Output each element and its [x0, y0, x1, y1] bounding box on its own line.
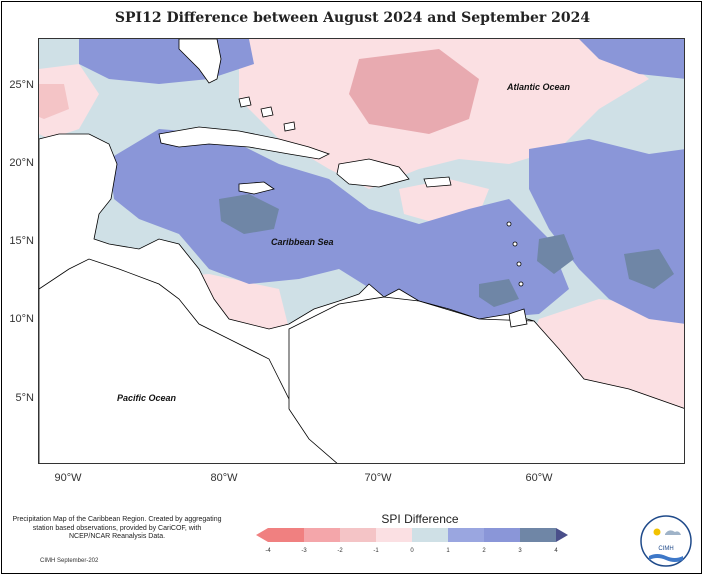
lat-label-20: 20°N	[9, 157, 34, 169]
positive-core-east2	[624, 249, 674, 289]
cuba-land	[158, 126, 331, 160]
positive-core-east	[537, 234, 574, 274]
jamaica-land	[238, 181, 275, 195]
lat-label-25: 25°N	[9, 79, 34, 91]
footnote: Precipitation Map of the Caribbean Regio…	[12, 516, 222, 540]
legend-swatch	[304, 528, 340, 542]
legend-tick-label: 1	[446, 548, 450, 554]
positive-zone-northeast	[579, 39, 684, 79]
legend-swatch	[520, 528, 556, 542]
caribbean-label: Caribbean Sea	[271, 237, 334, 247]
trinidad-land	[508, 308, 528, 328]
legend-arrow-right	[556, 528, 568, 542]
legend-tick-label: 4	[554, 548, 558, 554]
legend-tick-label: -2	[337, 548, 343, 554]
lon-label-90: 90°W	[54, 472, 82, 484]
puerto-rico-land	[423, 176, 452, 188]
antilles-island-4	[518, 281, 524, 287]
lat-label-5: 5°N	[15, 392, 34, 404]
legend-swatch	[412, 528, 448, 542]
negative-zone-gulf	[39, 64, 99, 139]
map-panel[interactable]: Atlantic Ocean Caribbean Sea Pacific Oce…	[38, 38, 685, 464]
legend-swatch	[484, 528, 520, 542]
legend-tick-label: 3	[518, 548, 522, 554]
negative-core-gulf	[39, 84, 69, 119]
bahamas-land	[238, 96, 296, 132]
antilles-island-1	[506, 221, 512, 227]
logo-ring	[640, 515, 692, 567]
map-svg: Atlantic Ocean Caribbean Sea Pacific Oce…	[39, 39, 684, 463]
legend-swatch	[448, 528, 484, 542]
hispaniola-land	[336, 158, 410, 188]
positive-zone-caribbean	[109, 129, 569, 319]
atlantic-label: Atlantic Ocean	[506, 82, 571, 92]
legend-title: SPI Difference	[381, 512, 459, 526]
south-america-land	[288, 296, 684, 463]
land-masses	[39, 39, 684, 463]
legend-swatch	[376, 528, 412, 542]
negative-core-atlantic	[349, 49, 479, 134]
sun-icon	[653, 528, 661, 536]
legend-arrow-left	[256, 528, 268, 542]
florida-land	[178, 39, 222, 84]
legend-tick-label: -3	[301, 548, 307, 554]
legend-swatch	[268, 528, 304, 542]
lon-label-80: 80°W	[210, 472, 238, 484]
cloud-icon	[665, 530, 681, 535]
cimh-logo: CIMH	[640, 515, 692, 567]
antilles-island-2	[512, 241, 518, 247]
legend-colorbar	[256, 528, 568, 542]
lon-label-60: 60°W	[525, 472, 553, 484]
lat-label-15: 15°N	[9, 235, 34, 247]
legend-tick-label: 2	[482, 548, 486, 554]
map-title: SPI12 Difference between August 2024 and…	[114, 10, 591, 26]
lon-label-70: 70°W	[364, 472, 392, 484]
positive-core-south	[479, 279, 519, 307]
legend-swatch	[340, 528, 376, 542]
antilles-island-3	[516, 261, 522, 267]
logo-text: CIMH	[658, 546, 673, 552]
pacific-label: Pacific Ocean	[117, 393, 177, 403]
legend-tick-label: -1	[373, 548, 379, 554]
positive-core-caribbean	[219, 194, 279, 234]
legend-tick-label: -4	[265, 548, 271, 554]
credit-text: CIMH September-202	[40, 558, 99, 564]
legend-tick-label: 0	[410, 548, 414, 554]
lat-label-10: 10°N	[9, 313, 34, 325]
wave-icon	[649, 554, 683, 562]
